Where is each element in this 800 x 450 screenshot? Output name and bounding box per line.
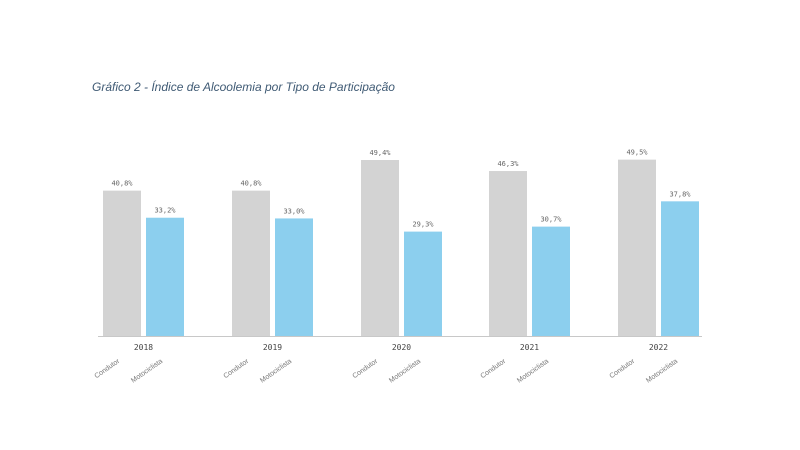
category-label-2021: 2021 (520, 343, 539, 352)
bar-condutor-2020 (361, 160, 399, 336)
series-tick-condutor-2018: Condutor (94, 358, 122, 381)
data-label-motociclista-2018: 33,2% (154, 207, 176, 215)
data-label-condutor-2018: 40,8% (111, 180, 133, 188)
series-tick-condutor-2022: Condutor (609, 358, 637, 381)
data-label-condutor-2022: 49,5% (626, 149, 648, 157)
series-tick-condutor-2021: Condutor (480, 358, 508, 381)
series-tick-motociclista-2022: Motociclista (645, 358, 679, 385)
bar-motociclista-2020 (404, 231, 442, 336)
data-label-condutor-2021: 46,3% (497, 160, 519, 168)
series-tick-motociclista-2019: Motociclista (259, 358, 293, 385)
bar-condutor-2019 (232, 190, 270, 336)
bar-motociclista-2022 (661, 201, 699, 336)
bar-condutor-2021 (489, 171, 527, 336)
category-label-2018: 2018 (134, 343, 153, 352)
category-label-2022: 2022 (649, 343, 668, 352)
bar-motociclista-2021 (532, 226, 570, 336)
series-tick-motociclista-2018: Motociclista (130, 358, 164, 385)
category-label-2020: 2020 (392, 343, 411, 352)
series-tick-condutor-2019: Condutor (223, 358, 251, 381)
series-tick-condutor-2020: Condutor (352, 358, 380, 381)
bar-condutor-2018 (103, 190, 141, 336)
bar-motociclista-2019 (275, 218, 313, 336)
series-tick-motociclista-2020: Motociclista (388, 358, 422, 385)
data-label-motociclista-2022: 37,8% (669, 190, 691, 198)
data-label-condutor-2019: 40,8% (240, 180, 262, 188)
bar-condutor-2022 (618, 159, 656, 336)
series-tick-motociclista-2021: Motociclista (516, 358, 550, 385)
data-label-motociclista-2021: 30,7% (540, 216, 562, 224)
data-label-motociclista-2019: 33,0% (283, 207, 305, 215)
chart-title: Gráfico 2 - Índice de Alcoolemia por Tip… (92, 80, 395, 94)
data-label-condutor-2020: 49,4% (369, 149, 391, 157)
bar-motociclista-2018 (146, 217, 184, 336)
category-label-2019: 2019 (263, 343, 282, 352)
data-label-motociclista-2020: 29,3% (412, 221, 434, 229)
